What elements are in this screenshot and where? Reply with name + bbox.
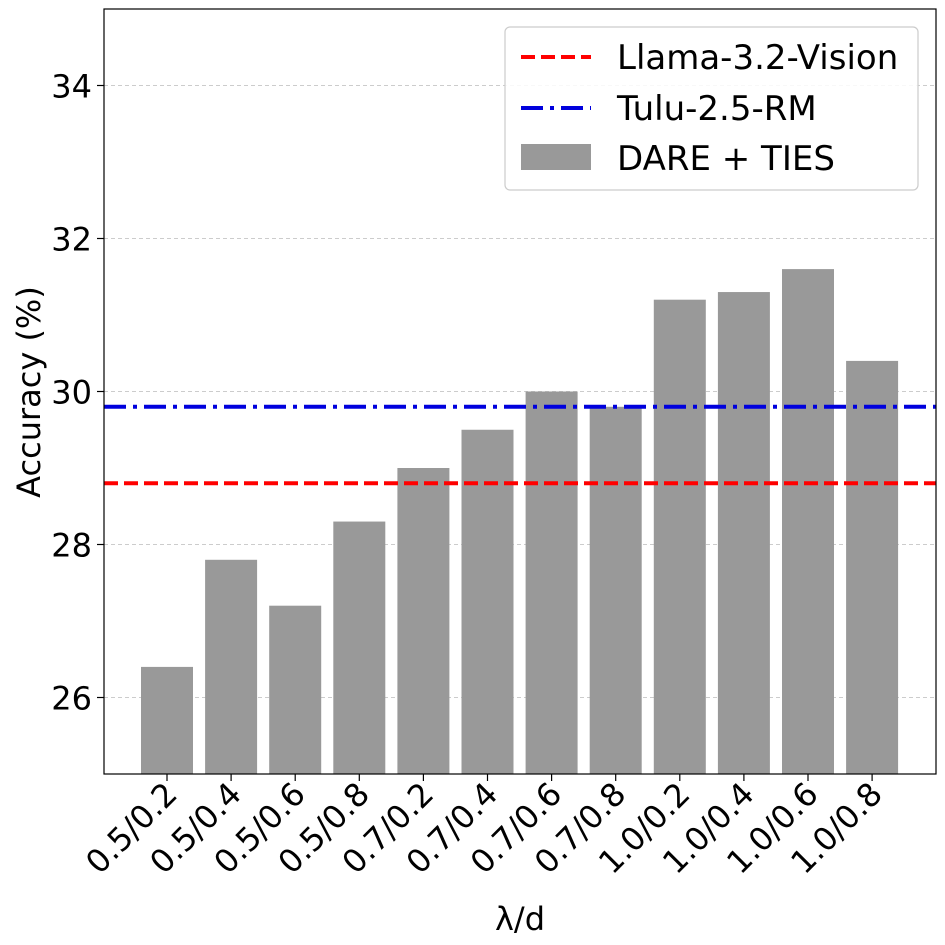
bar xyxy=(846,360,899,774)
y-tick-label: 28 xyxy=(51,527,92,565)
legend-box xyxy=(504,26,919,191)
bar xyxy=(141,666,193,774)
bar xyxy=(589,406,642,774)
legend: Llama-3.2-Vision Tulu-2.5-RM DARE + TIES xyxy=(504,26,919,191)
bar xyxy=(717,292,770,774)
y-axis: 26 28 30 32 34 xyxy=(51,68,104,718)
bar xyxy=(333,521,386,774)
bar-layer xyxy=(141,269,899,774)
reference-line-layer xyxy=(104,404,936,486)
legend-tulu-label: Tulu-2.5-RM xyxy=(616,89,817,129)
x-axis-label: λ/d xyxy=(495,900,545,938)
bar xyxy=(782,269,834,774)
y-tick-label: 26 xyxy=(51,680,92,718)
bar xyxy=(269,605,322,774)
legend-dare-swatch xyxy=(521,144,591,170)
bar xyxy=(653,299,706,774)
legend-llama-label: Llama-3.2-Vision xyxy=(617,38,898,78)
y-axis-label: Accuracy (%) xyxy=(10,286,48,498)
bar xyxy=(525,391,578,774)
y-tick-label: 34 xyxy=(51,68,92,106)
bar xyxy=(397,468,450,774)
bar xyxy=(205,559,258,774)
y-tick-label: 30 xyxy=(51,374,92,412)
bar xyxy=(461,429,514,774)
legend-dare-label: DARE + TIES xyxy=(617,139,835,179)
y-tick-label: 32 xyxy=(51,221,92,259)
x-axis: 0.5/0.20.5/0.40.5/0.60.5/0.80.7/0.20.7/0… xyxy=(78,774,890,881)
